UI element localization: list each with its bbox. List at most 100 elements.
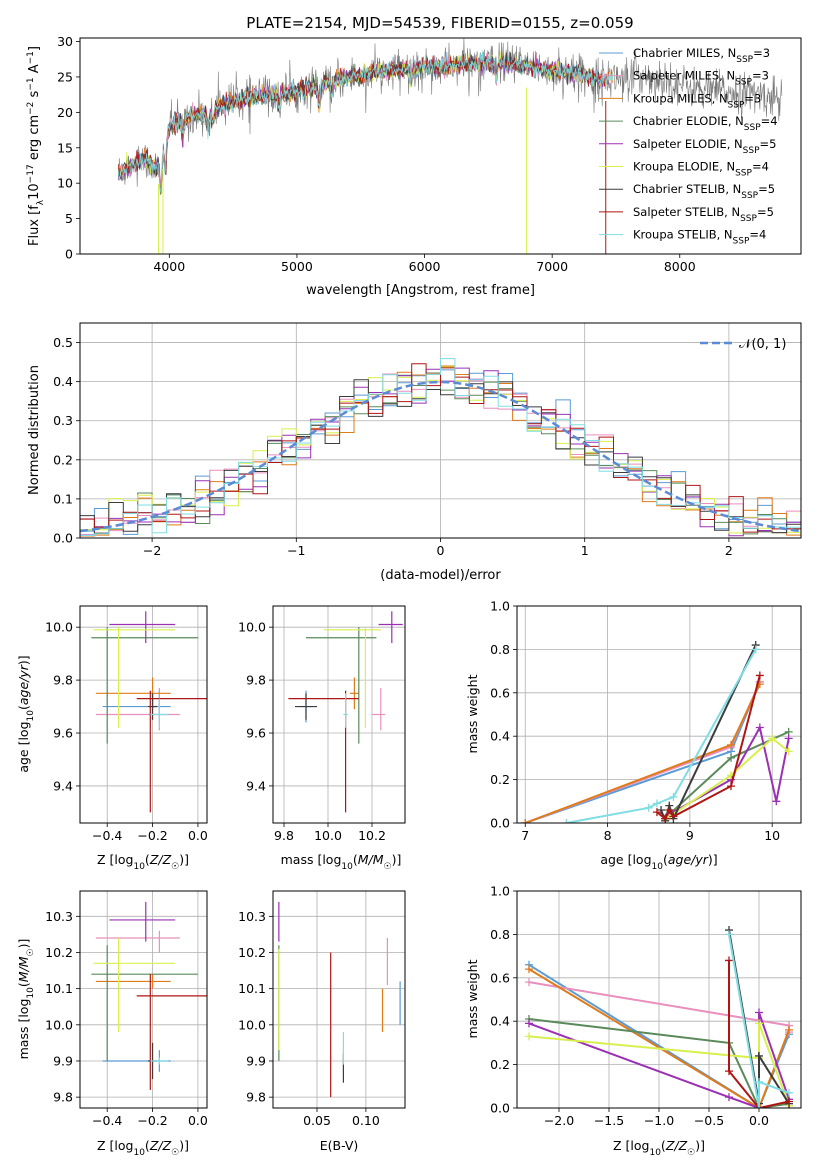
legend-label-kroupa_miles-part: =3 xyxy=(744,91,761,105)
weight-vs-Z-xlabel: Z [log10(Z/Z☉)] xyxy=(613,1138,705,1158)
x-tick-label: −0.4 xyxy=(92,1113,122,1128)
age_vs_mass-marks xyxy=(288,611,403,813)
legend-label-kroupa_elodie: Kroupa ELODIE, NSSP=4 xyxy=(633,160,769,179)
y-tick-label: 10.3 xyxy=(238,909,266,924)
legend-label-salpeter_elodie-part: SSP xyxy=(743,146,760,156)
legend-label-chabrier_elodie-part: SSP xyxy=(744,123,761,133)
mass-vs-Z-xlabel-part: ☉ xyxy=(171,1148,179,1158)
weight-vs-age-xlabel-part: )] xyxy=(708,852,718,867)
legend-label-salpeter_stelib-part: Salpeter STELIB, N xyxy=(633,205,740,219)
age-vs-mass-xlabel: mass [log10(M/M☉)] xyxy=(281,852,402,872)
legend-label-chabrier_stelib-part: SSP xyxy=(741,191,758,201)
mass-vs-Z-xlabel-part: ( xyxy=(145,1138,150,1153)
spectrum-ylabel-part: λ xyxy=(36,199,46,205)
weight-marker-salpeter_stelib xyxy=(661,814,670,823)
weight-marker-kroupa_stelib xyxy=(725,930,733,939)
weight-marker-salpeter_stelib xyxy=(725,956,733,965)
mass-vs-Z-xlabel-part: 10 xyxy=(133,1148,145,1158)
x-tick-label: 6000 xyxy=(409,259,441,274)
legend-label-chabrier_miles-part: Chabrier MILES, N xyxy=(633,46,736,60)
weight-vs-age-xlabel-part: 10 xyxy=(652,862,664,872)
age-vs-mass-xlabel-part: ( xyxy=(353,852,358,867)
age-vs-Z-xlabel-part: ( xyxy=(145,852,150,867)
weight-marker-kroupa_miles xyxy=(521,819,530,823)
weight-marker-kroupa_stelib xyxy=(669,792,678,801)
weight-marker-salpeter_stelib xyxy=(652,808,661,817)
mass-vs-Z-ylabel-part: mass [log xyxy=(16,999,31,1060)
y-tick-label: 0.4 xyxy=(53,374,73,389)
y-tick-label: 9.8 xyxy=(53,1090,73,1105)
y-tick-label: 0.2 xyxy=(53,452,73,467)
x-tick-label: 10.2 xyxy=(358,828,386,843)
age_vs_mass-axes: 9.8 10.0 10.2 9.4 9.6 9.8 10.0 mass [log10(M/M☉… xyxy=(238,605,406,872)
x-tick-label: 9.8 xyxy=(274,828,294,843)
y-tick-label: 0.6 xyxy=(490,685,510,700)
age-vs-Z-ylabel-part: 10 xyxy=(26,710,36,722)
weight-vs-Z-xlabel-part: 10 xyxy=(649,1148,661,1158)
legend-label-kroupa_stelib: Kroupa STELIB, NSSP=4 xyxy=(633,228,766,247)
legend-label-kroupa_stelib-part: Kroupa STELIB, N xyxy=(633,228,733,242)
legend-label-salpeter_elodie: Salpeter ELODIE, NSSP=5 xyxy=(633,137,776,156)
weight-marker-kroupa_elodie xyxy=(768,734,777,743)
legend-label-chabrier_elodie: Chabrier ELODIE, NSSP=4 xyxy=(633,114,778,133)
legend-label-salpeter_miles-part: =3 xyxy=(752,69,769,83)
spectrum-ylabel-part: erg cm xyxy=(27,115,42,164)
massweight_vs_Z-marks xyxy=(525,926,793,1108)
legend-label-kroupa_miles-part: Kroupa MILES, N xyxy=(633,91,728,105)
mass-vs-Z-xlabel-part: Z [log xyxy=(97,1138,133,1153)
y-tick-label: 0.4 xyxy=(490,729,510,744)
age-vs-Z-xlabel: Z [log10(Z/Z☉)] xyxy=(97,852,189,872)
weight-marker-salpeter_miles xyxy=(525,978,533,987)
spectrum-xlabel: wavelength [Angstrom, rest frame] xyxy=(306,283,535,298)
weight-vs-age-xlabel: age [log10(age/yr)] xyxy=(600,852,717,872)
weight-marker-kroupa_stelib xyxy=(562,819,571,823)
massweight_vs_age-marks xyxy=(521,641,793,823)
mass-vs-Z-ylabel: mass [log10(M/M☉)] xyxy=(16,939,36,1060)
legend-label-salpeter_miles: Salpeter MILES, NSSP=3 xyxy=(633,69,769,88)
y-tick-label: 9.6 xyxy=(246,726,266,741)
legend-label-chabrier_stelib-part: Chabrier STELIB, N xyxy=(633,182,741,196)
weight-vs-Z-xlabel-part: Z/Z xyxy=(665,1138,688,1153)
weight-line-salpeter_elodie xyxy=(664,724,790,820)
weight-line-chabrier_miles xyxy=(528,963,790,1108)
weight-vs-Z-xlabel-part: ☉ xyxy=(687,1148,695,1158)
mass-vs-Z-xlabel-part: Z/Z xyxy=(149,1138,172,1153)
y-tick-label: 0.5 xyxy=(53,335,73,350)
legend-label-chabrier_miles-part: =3 xyxy=(753,46,770,60)
x-tick-label: −0.2 xyxy=(137,828,167,843)
spectrum-axes: 4000 5000 6000 7000 8000 0 5 10 15 20 25 30 waveleng… xyxy=(26,34,802,298)
y-tick-label: 10.1 xyxy=(238,981,266,996)
x-tick-label: −0.2 xyxy=(137,1113,167,1128)
weight-marker-kroupa_stelib xyxy=(652,799,661,808)
spectrum-ylabel-part: ] xyxy=(27,46,42,51)
legend-label-salpeter_stelib: Salpeter STELIB, NSSP=5 xyxy=(633,205,774,224)
mass-vs-Z-ylabel-part: M/M xyxy=(16,956,31,982)
x-tick-label: −2.0 xyxy=(544,1113,574,1128)
weight-line-chabrier_elodie xyxy=(528,1018,790,1108)
age_vs_Z-frame xyxy=(79,605,208,824)
hist-steps xyxy=(80,358,801,537)
y-tick-label: 0.3 xyxy=(53,413,73,428)
y-tick-label: 9.9 xyxy=(246,1053,266,1068)
legend-label-kroupa_miles-part: SSP xyxy=(728,100,745,110)
age-vs-Z-ylabel: age [log10(age/yr)] xyxy=(16,655,36,772)
weight-line-salpeter_stelib xyxy=(656,675,761,821)
weight-vs-age-xlabel-part: age [log xyxy=(600,852,651,867)
spectrum-frame xyxy=(79,37,802,255)
mass-vs-Z-ylabel-part: 10 xyxy=(26,987,36,999)
legend-label-chabrier_miles-part: SSP xyxy=(736,55,753,65)
spectrum-ylabel-part: −17 xyxy=(26,164,36,183)
weight-marker-kroupa_miles xyxy=(727,740,736,749)
weight-vs-Z-ylabel: mass weight xyxy=(465,959,480,1038)
y-tick-label: 0.0 xyxy=(490,816,510,831)
legend-label-salpeter_elodie-part: =5 xyxy=(760,137,777,151)
mass-vs-Z-ylabel-part: ☉ xyxy=(26,948,36,956)
y-tick-label: 0.4 xyxy=(490,1014,510,1029)
mass-vs-Z-xlabel-part: )] xyxy=(179,1138,189,1153)
x-tick-label: 2 xyxy=(725,543,733,558)
x-tick-label: −1.5 xyxy=(594,1113,624,1128)
weight-marker-kroupa_stelib xyxy=(751,645,760,654)
